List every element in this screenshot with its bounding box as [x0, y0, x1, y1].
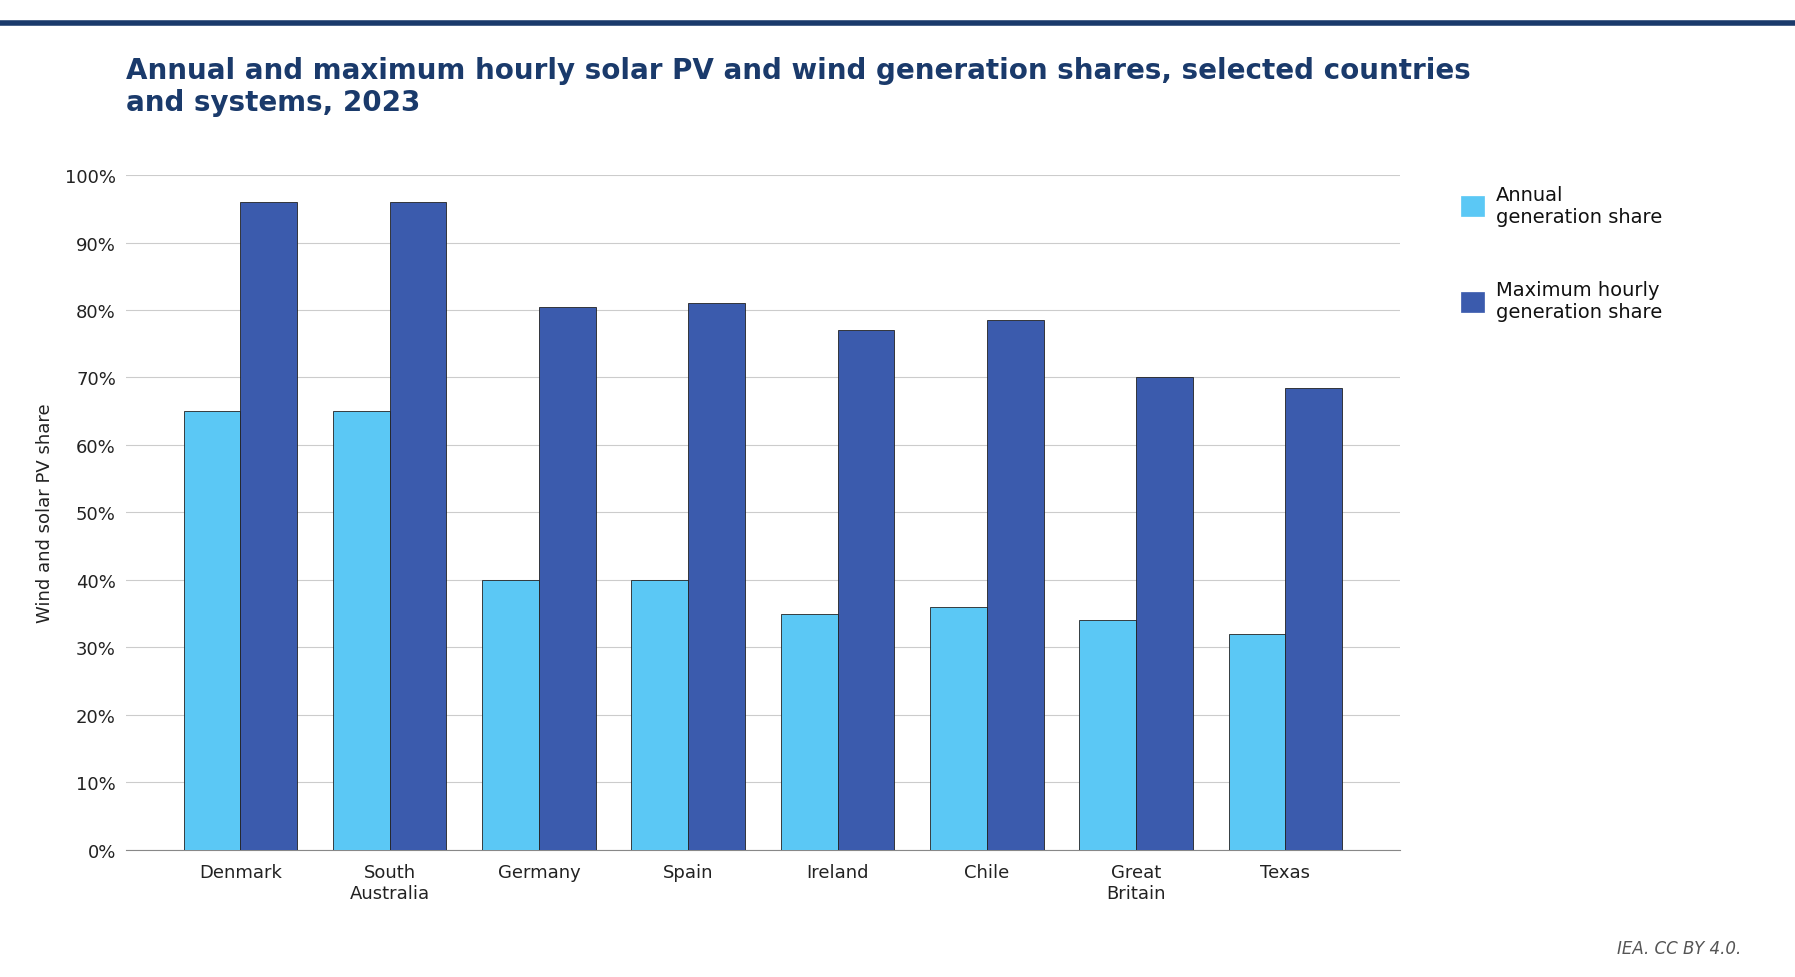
Bar — [483, 580, 538, 850]
Bar — [241, 203, 296, 850]
Bar — [1285, 388, 1343, 850]
Bar — [1136, 378, 1194, 850]
Text: IEA. CC BY 4.0.: IEA. CC BY 4.0. — [1617, 940, 1741, 957]
Bar — [332, 412, 390, 850]
Bar — [930, 608, 987, 850]
Legend: Annual
generation share, Maximum hourly
generation share: Annual generation share, Maximum hourly … — [1461, 186, 1662, 321]
Bar — [1079, 620, 1136, 850]
Bar — [183, 412, 241, 850]
Bar — [632, 580, 687, 850]
Y-axis label: Wind and solar PV share: Wind and solar PV share — [36, 404, 54, 622]
Bar — [781, 615, 838, 850]
Bar — [687, 304, 745, 850]
Text: Annual and maximum hourly solar PV and wind generation shares, selected countrie: Annual and maximum hourly solar PV and w… — [126, 57, 1470, 117]
Bar — [538, 308, 596, 850]
Bar — [390, 203, 447, 850]
Bar — [1230, 634, 1285, 850]
Bar — [987, 320, 1043, 850]
Bar — [838, 331, 894, 850]
